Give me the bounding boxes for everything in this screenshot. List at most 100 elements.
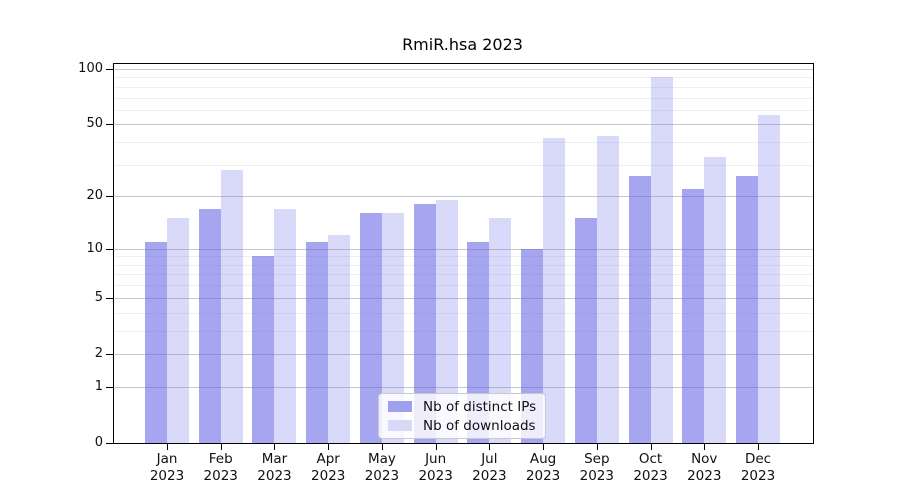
legend: Nb of distinct IPs Nb of downloads xyxy=(378,393,546,439)
x-tick-label-year: 2023 xyxy=(525,468,561,484)
x-tick-label-month: Jul xyxy=(481,451,498,467)
x-tick-label-year: 2023 xyxy=(418,468,453,484)
x-tick-label-month: Jan xyxy=(156,451,178,467)
x-tick-label-apr: Apr 2023 xyxy=(293,451,363,485)
x-tick-label-nov: Nov 2023 xyxy=(669,451,739,485)
major-gridline-10 xyxy=(114,248,813,250)
legend-label-distinct-ips: Nb of distinct IPs xyxy=(423,398,537,415)
x-tick-mar xyxy=(274,444,276,450)
minor-gridline-70 xyxy=(114,97,813,99)
x-tick-label-mar: Mar 2023 xyxy=(239,451,309,485)
minor-gridline-90 xyxy=(114,77,813,79)
x-tick-jun xyxy=(435,444,437,450)
x-tick-label-year: 2023 xyxy=(203,468,238,484)
legend-swatch-distinct-ips xyxy=(388,401,412,412)
y-tick-label-100: 100 xyxy=(78,61,103,76)
x-tick-label-year: 2023 xyxy=(687,468,722,484)
major-gridline-2 xyxy=(114,353,813,355)
bar-downloads-jul xyxy=(489,218,512,443)
x-tick-label-aug: Aug 2023 xyxy=(508,451,578,485)
x-tick-jul xyxy=(489,444,491,450)
bar-downloads-may xyxy=(381,213,404,443)
y-tick-100 xyxy=(106,69,113,70)
y-tick-label-10: 10 xyxy=(86,240,103,256)
minor-gridline-6 xyxy=(114,285,813,287)
x-tick-label-jun: Jun 2023 xyxy=(401,451,471,485)
bar-distinct-ips-sep xyxy=(574,218,597,443)
y-tick-label-2: 2 xyxy=(94,345,103,361)
legend-item-downloads: Nb of downloads xyxy=(388,416,539,435)
bar-downloads-mar xyxy=(274,208,297,443)
x-tick-label-may: May 2023 xyxy=(347,451,417,485)
x-tick-label-year: 2023 xyxy=(364,468,400,484)
x-tick-label-month: Dec xyxy=(744,451,772,467)
x-tick-oct xyxy=(650,444,652,450)
x-tick-label-year: 2023 xyxy=(149,468,185,484)
chart-title: RmiR.hsa 2023 xyxy=(402,35,523,54)
minor-gridline-9 xyxy=(114,256,813,258)
bar-downloads-jan xyxy=(167,218,189,443)
legend-item-distinct-ips: Nb of distinct IPs xyxy=(388,397,539,416)
y-tick-label-20: 20 xyxy=(86,188,103,204)
x-tick-label-month: Aug xyxy=(529,451,557,467)
x-tick-label-month: Mar xyxy=(261,451,288,467)
y-tick-0 xyxy=(106,443,113,444)
bar-downloads-oct xyxy=(650,77,673,443)
y-tick-20 xyxy=(106,196,113,198)
minor-gridline-7 xyxy=(114,274,813,276)
y-tick-5 xyxy=(106,297,113,299)
x-tick-jan xyxy=(167,444,168,450)
bar-downloads-jun xyxy=(435,200,458,443)
major-gridline-50 xyxy=(114,124,813,126)
y-tick-2 xyxy=(106,353,113,355)
x-tick-label-year: 2023 xyxy=(740,468,776,484)
x-tick-label-month: May xyxy=(367,451,396,467)
bar-downloads-sep xyxy=(596,136,619,443)
bar-downloads-apr xyxy=(328,235,351,443)
y-tick-label-5: 5 xyxy=(94,289,103,305)
bar-distinct-ips-nov xyxy=(682,188,705,443)
x-tick-feb xyxy=(220,444,222,450)
bar-distinct-ips-oct xyxy=(628,175,651,443)
minor-gridline-3 xyxy=(114,330,813,332)
bar-distinct-ips-dec xyxy=(736,175,758,443)
x-tick-label-month: Nov xyxy=(691,451,718,467)
bar-downloads-aug xyxy=(543,138,566,443)
x-tick-label-month: Jun xyxy=(425,451,447,467)
bar-downloads-feb xyxy=(220,170,243,443)
x-tick-label-year: 2023 xyxy=(579,468,614,484)
y-tick-label-0: 0 xyxy=(94,435,103,450)
x-tick-sep xyxy=(596,444,598,450)
y-tick-label-50: 50 xyxy=(86,116,103,132)
bar-distinct-ips-jan xyxy=(145,241,167,443)
x-tick-label-year: 2023 xyxy=(633,468,668,484)
x-tick-label-month: Feb xyxy=(208,451,233,467)
bar-downloads-nov xyxy=(704,157,727,443)
y-tick-1 xyxy=(106,386,113,388)
bar-distinct-ips-jun xyxy=(413,204,436,443)
bar-distinct-ips-feb xyxy=(198,208,221,443)
x-tick-label-dec: Dec 2023 xyxy=(723,451,793,485)
x-tick-nov xyxy=(704,444,706,450)
legend-label-downloads: Nb of downloads xyxy=(423,417,536,434)
x-tick-label-year: 2023 xyxy=(310,468,346,484)
major-gridline-100 xyxy=(114,69,813,70)
minor-gridline-30 xyxy=(114,164,813,166)
x-tick-label-year: 2023 xyxy=(257,468,292,484)
x-tick-label-month: Sep xyxy=(584,451,610,467)
x-tick-label-feb: Feb 2023 xyxy=(186,451,256,485)
legend-swatch-downloads xyxy=(388,420,412,431)
major-gridline-20 xyxy=(114,196,813,198)
x-tick-label-sep: Sep 2023 xyxy=(562,451,632,485)
x-tick-label-oct: Oct 2023 xyxy=(616,451,686,485)
major-gridline-5 xyxy=(114,297,813,299)
x-tick-label-month: Oct xyxy=(638,451,663,467)
x-tick-label-month: Apr xyxy=(316,451,340,467)
x-tick-label-jan: Jan 2023 xyxy=(132,451,202,485)
bar-distinct-ips-may xyxy=(359,213,382,443)
x-tick-dec xyxy=(758,444,759,450)
minor-gridline-80 xyxy=(114,86,813,88)
x-tick-may xyxy=(381,444,383,450)
plot-area xyxy=(113,63,814,444)
major-gridline-1 xyxy=(114,386,813,388)
